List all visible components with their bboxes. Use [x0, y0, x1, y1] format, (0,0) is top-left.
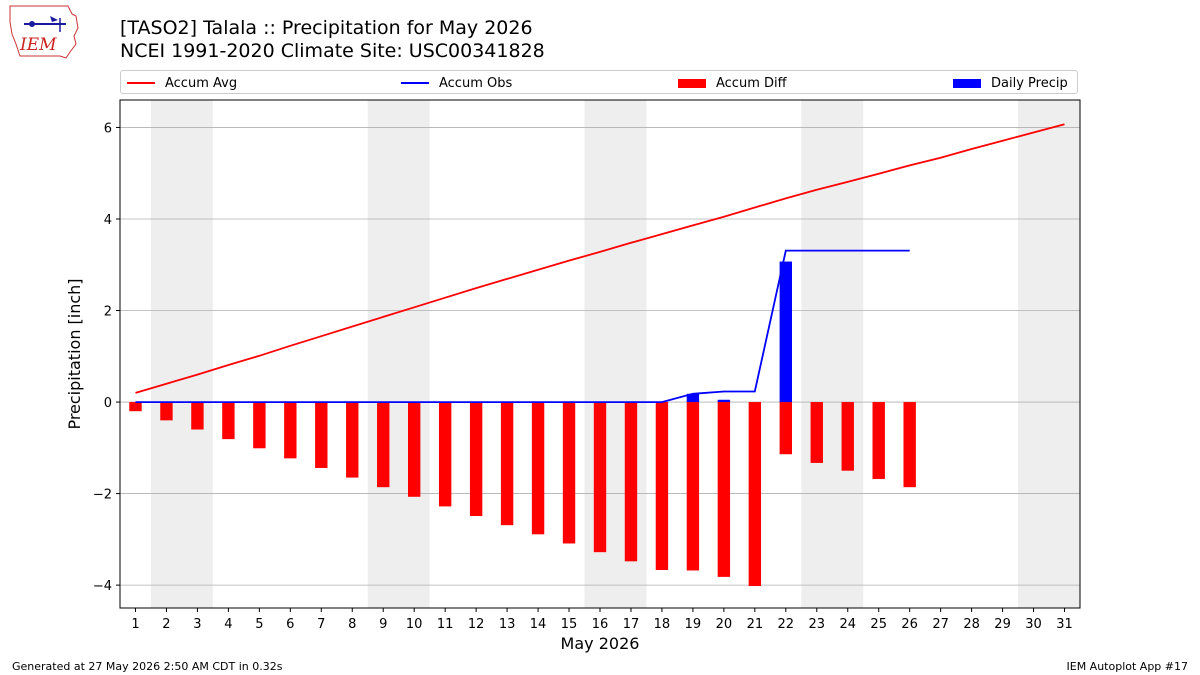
accum-diff-bar [129, 402, 142, 412]
x-tick-label: 16 [592, 617, 609, 632]
y-tick-label: 6 [104, 121, 112, 136]
accum-diff-bar [469, 402, 483, 517]
x-tick-label: 5 [255, 617, 263, 632]
accum-diff-bar [531, 402, 545, 535]
legend-label: Accum Avg [165, 75, 238, 91]
accum-diff-bar [438, 402, 452, 507]
accum-diff-bar [346, 402, 359, 478]
y-tick-label: 2 [104, 305, 112, 320]
y-axis-label: Precipitation [inch] [65, 278, 84, 429]
y-tick-label: 4 [104, 213, 112, 228]
x-tick-label: 9 [379, 617, 387, 632]
x-tick-label: 8 [348, 617, 356, 632]
x-tick-label: 14 [530, 617, 547, 632]
daily-precip-bar [686, 393, 700, 403]
x-tick-label: 12 [468, 617, 485, 632]
x-tick-label: 22 [778, 617, 795, 632]
x-tick-label: 10 [406, 617, 423, 632]
legend-swatch [678, 78, 706, 88]
x-tick-label: 30 [1025, 617, 1042, 632]
accum-diff-bar [717, 402, 731, 577]
x-tick-label: 2 [162, 617, 170, 632]
x-tick-label: 25 [870, 617, 887, 632]
accum-diff-bar [655, 402, 669, 571]
x-tick-label: 24 [839, 617, 856, 632]
x-tick-label: 15 [561, 617, 578, 632]
x-tick-label: 6 [286, 617, 294, 632]
x-tick-label: 13 [499, 617, 516, 632]
accum-obs-line [135, 249, 910, 404]
daily-precip-bar [717, 399, 731, 403]
x-tick-label: 28 [963, 617, 980, 632]
legend-item-daily-precip: Daily Precip [953, 74, 1068, 92]
legend-label: Accum Obs [439, 75, 513, 91]
accum-diff-bar [624, 402, 638, 562]
accum-diff-bar [191, 402, 204, 430]
accum-diff-bar [872, 402, 885, 479]
x-tick-label: 11 [437, 617, 454, 632]
accum-diff-bar [841, 402, 854, 471]
legend-item-accum-diff: Accum Diff [678, 74, 787, 92]
x-tick-label: 23 [809, 617, 826, 632]
legend-item-accum-avg: Accum Avg [127, 74, 237, 92]
accum-diff-bar [500, 402, 514, 526]
accum-diff-bar [593, 402, 607, 553]
weekend-band [367, 100, 430, 608]
x-tick-label: 27 [932, 617, 949, 632]
x-tick-label: 21 [747, 617, 764, 632]
accum-diff-bar [222, 402, 235, 440]
accum-diff-bar [562, 402, 576, 544]
accum-diff-bar [253, 402, 266, 449]
accum-diff-bar [377, 402, 390, 488]
accum-diff-bar [160, 402, 173, 421]
weekend-band [801, 100, 864, 608]
accum-diff-bar [686, 402, 700, 571]
iem-logo-text: IEM [19, 35, 57, 55]
y-tick-label: −2 [93, 488, 112, 503]
bars [129, 261, 916, 587]
x-tick-label: 26 [901, 617, 918, 632]
series-lines [135, 123, 1065, 404]
daily-precip-bar [779, 261, 792, 403]
accum-diff-bar [779, 402, 792, 455]
accum-diff-bar [903, 402, 916, 488]
footer-generated-text: Generated at 27 May 2026 2:50 AM CDT in … [12, 660, 283, 673]
weekend-band [150, 100, 213, 608]
accum-diff-bar [748, 402, 762, 587]
x-tick-label: 17 [623, 617, 640, 632]
iem-logo: IEM [9, 5, 79, 59]
x-axis-label: May 2026 [561, 634, 640, 653]
accum-diff-bar [315, 402, 328, 468]
x-tick-label: 31 [1056, 617, 1073, 632]
legend-label: Daily Precip [991, 75, 1068, 91]
y-tick-label: −4 [93, 579, 112, 594]
accum-avg-line [135, 123, 1065, 394]
x-tick-label: 3 [193, 617, 201, 632]
x-tick-label: 1 [131, 617, 139, 632]
chart-subtitle: NCEI 1991-2020 Climate Site: USC00341828 [120, 40, 545, 62]
legend-swatch [127, 82, 155, 84]
chart-title: [TASO2] Talala :: Precipitation for May … [120, 17, 533, 39]
x-tick-label: 29 [994, 617, 1011, 632]
x-tick-label: 20 [716, 617, 733, 632]
legend-item-accum-obs: Accum Obs [401, 74, 512, 92]
legend-swatch [401, 82, 429, 84]
accum-diff-bar [408, 402, 421, 497]
legend-swatch [953, 78, 981, 88]
x-tick-label: 18 [654, 617, 671, 632]
y-tick-label: 0 [104, 396, 112, 411]
x-tick-label: 7 [317, 617, 325, 632]
x-tick-label: 4 [224, 617, 232, 632]
weekend-band [1018, 100, 1080, 608]
footer-app-text: IEM Autoplot App #17 [1066, 660, 1189, 673]
accum-diff-bar [284, 402, 297, 459]
legend-label: Accum Diff [716, 75, 787, 91]
x-tick-label: 19 [685, 617, 702, 632]
weekend-shading [150, 100, 1080, 608]
legend: Accum Avg Accum Obs Accum Diff Daily Pre… [120, 70, 1078, 94]
accum-diff-bar [810, 402, 823, 463]
